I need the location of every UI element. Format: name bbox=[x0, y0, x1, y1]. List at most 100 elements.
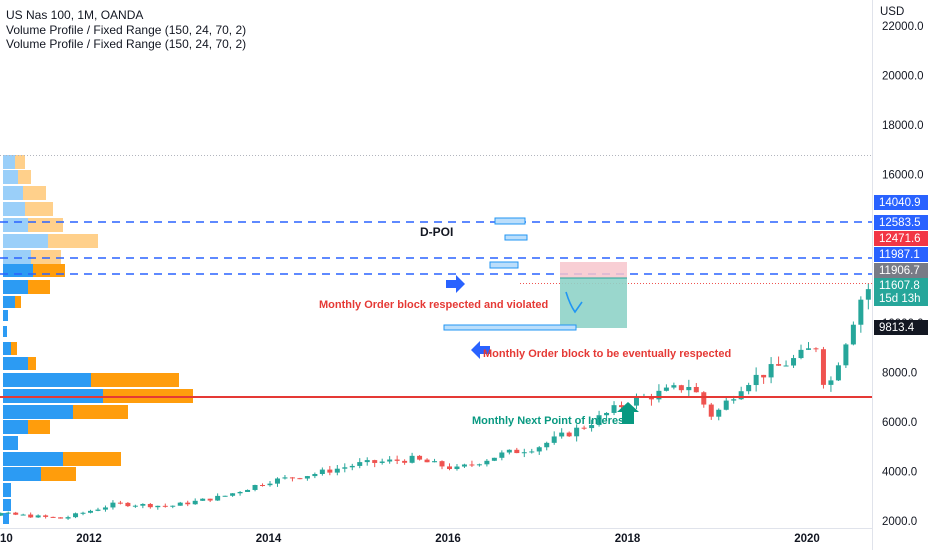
vp-up-bar bbox=[3, 264, 33, 277]
price-label-bg bbox=[874, 215, 928, 230]
candle-body bbox=[357, 462, 363, 466]
candle-body bbox=[95, 509, 101, 511]
candle bbox=[192, 498, 198, 505]
price-label: 11987.1 bbox=[874, 247, 928, 262]
candle bbox=[245, 489, 251, 492]
candle-body bbox=[379, 461, 385, 463]
candle bbox=[813, 347, 819, 353]
price-label: 11906.7 bbox=[874, 263, 928, 278]
dpoi-label: D-POI bbox=[420, 225, 453, 239]
candle bbox=[439, 460, 445, 470]
candle-body bbox=[701, 392, 707, 405]
vp-up-bar bbox=[3, 218, 28, 232]
volume-profile-row bbox=[3, 264, 65, 277]
price-label: 11607.8 bbox=[874, 278, 928, 293]
ob-eventually-label: Monthly Order block to be eventually res… bbox=[483, 348, 731, 360]
candle-body bbox=[686, 386, 692, 391]
candle-body bbox=[761, 374, 767, 378]
volume-profile bbox=[0, 155, 872, 524]
target-zone bbox=[560, 278, 627, 328]
order-block-upper-2 bbox=[504, 234, 528, 241]
candle-body bbox=[402, 460, 408, 463]
candle-body bbox=[559, 432, 565, 437]
candle-body bbox=[596, 415, 602, 426]
price-axis: USD22000.020000.018000.016000.014000.012… bbox=[872, 0, 932, 550]
candle bbox=[798, 344, 804, 360]
candle-body bbox=[491, 457, 497, 461]
vp-up-bar bbox=[3, 452, 63, 466]
candle-body bbox=[35, 515, 41, 518]
order-block-mid bbox=[489, 261, 519, 269]
vp-down-bar bbox=[28, 280, 50, 294]
vp-up-bar bbox=[3, 513, 9, 524]
candle bbox=[177, 501, 183, 506]
candle-body bbox=[58, 517, 64, 519]
symbol-title[interactable]: US Nas 100, 1M, OANDA bbox=[6, 8, 144, 22]
volume-profile-row bbox=[3, 280, 50, 294]
candle-body bbox=[461, 464, 467, 467]
candle-body bbox=[282, 477, 288, 479]
candle bbox=[73, 512, 79, 519]
vp-down-bar bbox=[28, 357, 36, 370]
candle bbox=[506, 449, 512, 455]
vp-up-bar bbox=[3, 250, 31, 264]
candle-body bbox=[417, 455, 423, 460]
candle-body bbox=[835, 365, 841, 381]
candle-body bbox=[529, 451, 535, 453]
y-tick-label: 6000.0 bbox=[882, 417, 917, 429]
candle-body bbox=[312, 473, 318, 477]
candle-body bbox=[65, 517, 71, 519]
candle-body bbox=[424, 459, 430, 463]
candle bbox=[693, 383, 699, 393]
y-tick-label: 18000.0 bbox=[882, 120, 924, 132]
candle bbox=[499, 450, 505, 461]
candle bbox=[491, 457, 497, 462]
candle-body bbox=[177, 502, 183, 506]
vp-up-bar bbox=[3, 483, 11, 497]
candle-body bbox=[604, 412, 610, 416]
candle-body bbox=[476, 464, 482, 466]
candle bbox=[342, 463, 348, 473]
vp-up-bar bbox=[3, 170, 18, 184]
candle bbox=[663, 384, 669, 392]
candle-body bbox=[327, 469, 333, 473]
candle bbox=[828, 376, 834, 392]
candle-body bbox=[342, 467, 348, 469]
indicator-label-2[interactable]: Volume Profile / Fixed Range (150, 24, 7… bbox=[6, 37, 247, 51]
candle-body bbox=[222, 495, 228, 497]
candle-body bbox=[140, 503, 146, 506]
arrow-left-icon bbox=[471, 341, 490, 359]
candle-body bbox=[499, 452, 505, 458]
candle bbox=[559, 428, 565, 439]
y-tick-label: 16000.0 bbox=[882, 170, 924, 182]
volume-profile-row bbox=[3, 310, 8, 321]
candle-body bbox=[349, 465, 355, 468]
candle bbox=[304, 475, 310, 481]
order-block-upper-1 bbox=[494, 217, 526, 225]
candle-body bbox=[768, 364, 774, 378]
candle bbox=[215, 493, 221, 501]
candle-body bbox=[13, 512, 19, 515]
candle bbox=[170, 505, 176, 509]
price-label: 12583.5 bbox=[874, 215, 928, 230]
candle-body bbox=[716, 409, 722, 417]
candle bbox=[521, 448, 527, 458]
candle bbox=[604, 412, 610, 420]
candle-body bbox=[738, 391, 744, 400]
candle-body bbox=[581, 427, 587, 429]
candle bbox=[155, 505, 161, 510]
candle-body bbox=[865, 289, 871, 300]
vp-down-bar bbox=[41, 467, 76, 481]
candle-body bbox=[432, 461, 438, 463]
candle-body bbox=[319, 469, 325, 474]
candle bbox=[267, 481, 273, 487]
indicator-label-1[interactable]: Volume Profile / Fixed Range (150, 24, 7… bbox=[6, 22, 247, 37]
vp-down-bar bbox=[28, 218, 63, 232]
volume-profile-row bbox=[3, 357, 36, 370]
candle bbox=[476, 463, 482, 467]
candle bbox=[716, 408, 722, 421]
candle-body bbox=[439, 461, 445, 467]
next-poi-label: Monthly Next Point of Interest bbox=[472, 415, 628, 427]
candle-body bbox=[469, 464, 475, 466]
